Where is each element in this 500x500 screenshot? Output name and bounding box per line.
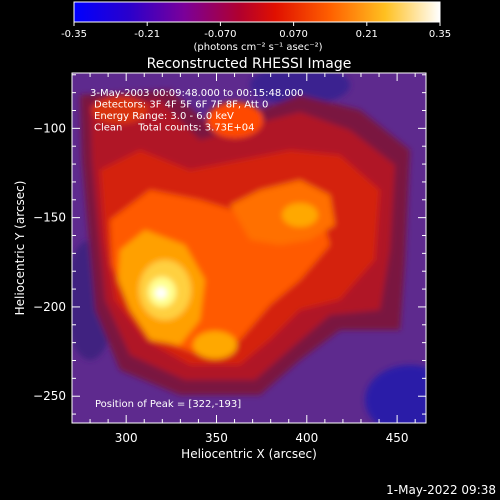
annotation-line: Detectors: 3F 4F 5F 6F 7F 8F, Att 0 (94, 100, 268, 111)
heatmap-image (72, 73, 426, 423)
x-axis-ticks: 300 350 400 450 (89, 73, 416, 445)
y-tick-label: −100 (33, 121, 66, 135)
colorbar-tick-label: 0.35 (429, 29, 451, 40)
y-tick-label: −150 (33, 211, 66, 225)
x-tick-label: 450 (386, 431, 409, 445)
y-axis-ticks: −100 −150 −200 −250 (33, 74, 426, 415)
x-axis-label: Heliocentric X (arcsec) (181, 447, 317, 461)
x-tick-label: 300 (115, 431, 138, 445)
x-tick-label: 400 (295, 431, 318, 445)
colorbar-tick-label: -0.21 (134, 29, 160, 40)
colorbar-gradient (73, 1, 441, 23)
annotation-block: 3-May-2003 00:09:48.000 to 00:15:48.000D… (90, 88, 303, 134)
chart-title: Reconstructed RHESSI Image (147, 56, 352, 72)
peak-position-label: Position of Peak = [322,-193] (95, 399, 241, 410)
colorbar-tick-label: 0.070 (279, 29, 308, 40)
colorbar-ticks: -0.35 -0.21 -0.070 0.070 0.21 0.35 (61, 22, 451, 40)
y-tick-label: −250 (33, 389, 66, 403)
y-axis-label: Heliocentric Y (arcsec) (13, 181, 27, 316)
annotation-line: Energy Range: 3.0 - 6.0 keV (94, 111, 234, 122)
colorbar-tick-label: -0.35 (61, 29, 87, 40)
colorbar-tick-label: -0.070 (204, 29, 236, 40)
x-tick-label: 350 (205, 431, 228, 445)
footer-timestamp: 1-May-2022 09:38 (386, 483, 496, 497)
colorbar-tick-label: 0.21 (356, 29, 378, 40)
colorbar: -0.35 -0.21 -0.070 0.070 0.21 0.35 (photons c… (61, 1, 451, 53)
annotation-line: Clean Total counts: 3.73E+04 (94, 123, 254, 134)
y-tick-label: −200 (33, 300, 66, 314)
annotation-line: 3-May-2003 00:09:48.000 to 00:15:48.000 (90, 88, 303, 99)
plot-frame (71, 72, 427, 424)
colorbar-unit-label: (photons cm⁻² s⁻¹ asec⁻²) (193, 42, 322, 53)
